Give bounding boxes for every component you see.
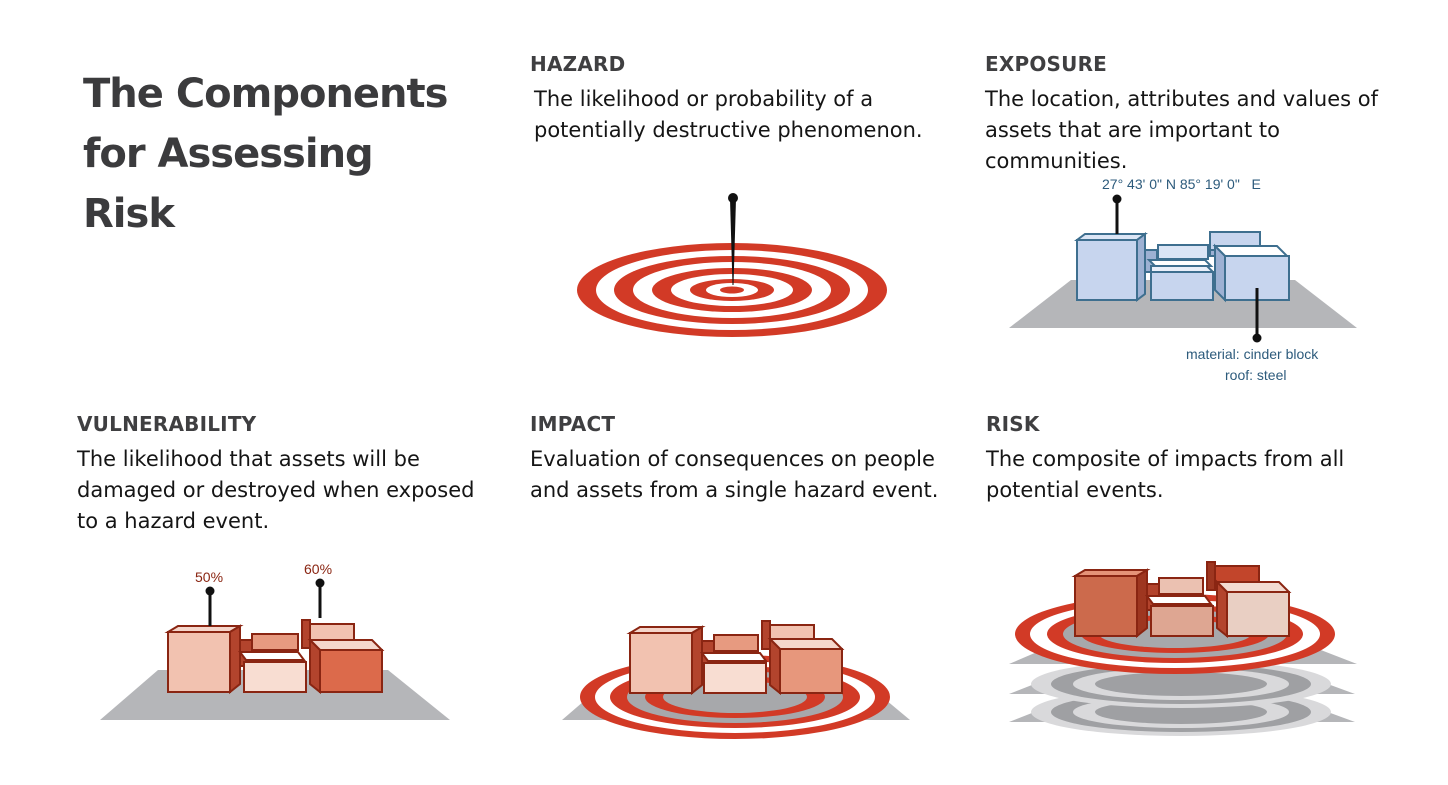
pin-icon xyxy=(728,193,738,285)
building xyxy=(626,625,706,696)
building xyxy=(761,620,815,650)
building xyxy=(1146,259,1216,301)
building xyxy=(1071,568,1151,639)
vulnerability-description: The likelihood that assets will be damag… xyxy=(77,447,475,533)
exposure-panel: EXPOSURE The location, attributes and va… xyxy=(985,52,1425,177)
hazard-heading: HAZARD xyxy=(530,52,626,76)
vulnerability-60-label: 60% xyxy=(304,561,332,577)
impact-description: Evaluation of consequences on people and… xyxy=(530,447,939,502)
pin-icon xyxy=(1252,288,1262,343)
building xyxy=(1206,561,1260,591)
risk-illustration xyxy=(1009,561,1357,736)
vulnerability-50-label: 50% xyxy=(195,569,223,585)
building xyxy=(767,636,845,696)
building xyxy=(307,637,385,695)
vulnerability-heading: VULNERABILITY xyxy=(77,412,257,436)
page-title: The Components for Assessing Risk xyxy=(83,71,448,237)
impact-panel: IMPACT Evaluation of consequences on peo… xyxy=(530,412,970,506)
impact-illustration xyxy=(562,620,910,739)
coordinates-label: 27° 43' 0" N 85° 19' 0" E xyxy=(1102,176,1261,192)
roof-label: roof: steel xyxy=(1225,367,1286,383)
target-rings xyxy=(577,243,887,337)
building xyxy=(700,652,768,694)
building xyxy=(701,634,759,668)
exposure-heading: EXPOSURE xyxy=(985,52,1108,76)
impact-heading: IMPACT xyxy=(530,412,616,436)
building xyxy=(164,624,244,695)
risk-heading: RISK xyxy=(986,412,1040,436)
pin-icon xyxy=(205,586,215,626)
pin-icon xyxy=(1112,194,1122,234)
exposure-description: The location, attributes and values of a… xyxy=(985,87,1379,173)
hazard-target-illustration xyxy=(577,193,887,337)
risk-description: The composite of impacts from all potent… xyxy=(986,447,1345,502)
pin-icon xyxy=(315,578,325,618)
material-label: material: cinder block xyxy=(1186,346,1319,362)
hazard-panel: HAZARD The likelihood or probability of … xyxy=(530,52,970,146)
vulnerability-buildings-illustration: 50% 60% xyxy=(100,561,450,720)
building xyxy=(1074,232,1148,302)
building xyxy=(1214,579,1292,639)
exposure-buildings-illustration: 27° 43' 0" N 85° 19' 0" E material: cind… xyxy=(1009,176,1357,383)
vulnerability-panel: VULNERABILITY The likelihood that assets… xyxy=(77,412,517,537)
hazard-description: The likelihood or probability of a poten… xyxy=(534,87,923,142)
risk-panel: RISK The composite of impacts from all p… xyxy=(986,412,1426,506)
building xyxy=(1212,243,1290,303)
building xyxy=(238,651,307,693)
building xyxy=(1145,595,1214,637)
